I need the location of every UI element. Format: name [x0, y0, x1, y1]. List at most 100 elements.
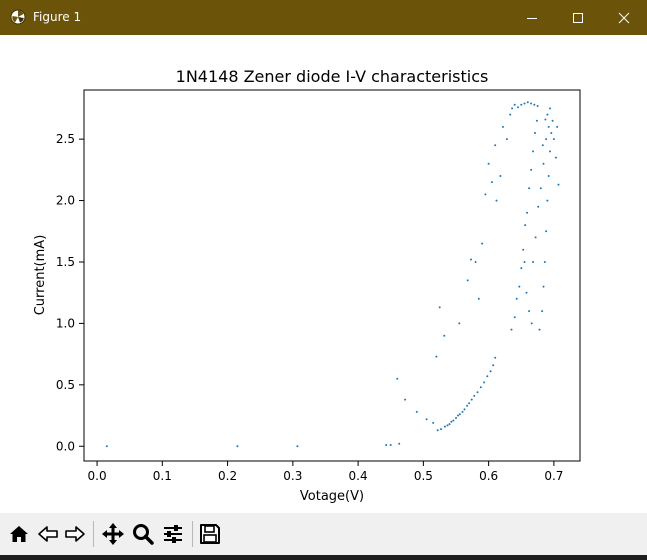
data-point	[547, 125, 550, 128]
data-point	[549, 150, 551, 153]
data-point	[520, 267, 523, 270]
y-tick-label: 1.5	[56, 255, 75, 269]
configure-subplots-button[interactable]	[161, 522, 185, 546]
data-point	[530, 168, 533, 171]
close-icon	[618, 12, 630, 23]
matplotlib-logo-icon	[10, 9, 26, 25]
data-point	[457, 414, 459, 417]
figure-canvas[interactable]: 1N4148 Zener diode I-V characteristics 0…	[4, 35, 643, 513]
data-point	[473, 394, 476, 397]
data-point	[448, 423, 451, 426]
pan-button[interactable]	[101, 522, 125, 546]
y-tick-label: 1.0	[56, 316, 75, 330]
data-point	[545, 138, 548, 141]
maximize-button[interactable]	[555, 0, 601, 35]
data-point	[487, 162, 490, 165]
data-point	[517, 106, 519, 109]
background-editor-strip	[0, 555, 647, 560]
data-point	[518, 285, 521, 288]
axes-frame	[83, 89, 581, 462]
navigation-toolbar	[0, 513, 647, 555]
x-tick-label: 0.5	[414, 469, 433, 483]
data-point	[542, 162, 545, 165]
data-point	[510, 328, 513, 331]
data-point	[534, 132, 536, 134]
back-arrow-icon	[38, 526, 58, 542]
data-point	[296, 445, 299, 448]
data-point	[550, 132, 553, 134]
data-point	[440, 428, 442, 431]
data-point	[532, 150, 534, 153]
x-tick-label: 0.4	[349, 469, 368, 483]
data-point	[513, 103, 516, 106]
data-point	[499, 175, 502, 177]
data-point	[470, 258, 472, 261]
data-point	[404, 398, 407, 401]
data-point	[463, 408, 466, 411]
data-point	[435, 355, 438, 358]
data-point	[538, 328, 541, 331]
forward-button[interactable]	[63, 522, 87, 546]
data-point	[398, 442, 401, 445]
data-point	[446, 424, 449, 427]
maximize-icon	[573, 12, 583, 23]
data-point	[544, 118, 547, 121]
data-point	[458, 413, 461, 416]
x-tick-label: 0.3	[283, 469, 302, 483]
configure-subplots-icon	[164, 525, 182, 543]
minimize-button[interactable]	[509, 0, 555, 35]
data-point	[492, 364, 495, 367]
data-point	[495, 199, 498, 202]
data-point	[505, 138, 508, 141]
data-point	[513, 316, 516, 319]
back-button[interactable]	[36, 522, 60, 546]
data-point	[537, 205, 540, 208]
close-button[interactable]	[601, 0, 647, 35]
data-point	[489, 370, 492, 373]
data-point	[526, 211, 529, 214]
save-icon	[200, 524, 220, 544]
data-point	[541, 310, 544, 313]
data-point	[461, 410, 464, 413]
data-point	[509, 113, 512, 116]
x-tick-label: 0.1	[153, 469, 172, 483]
home-button[interactable]	[7, 522, 31, 546]
data-point	[524, 224, 527, 227]
data-point	[539, 187, 542, 190]
data-point	[396, 377, 399, 380]
data-point	[549, 107, 551, 110]
x-tick-label: 0.2	[218, 469, 237, 483]
data-point	[389, 444, 392, 446]
y-tick-label: 0.5	[56, 378, 75, 392]
zoom-icon	[133, 524, 154, 545]
window-title: Figure 1	[33, 10, 82, 24]
forward-arrow-icon	[65, 526, 85, 542]
data-point	[522, 248, 525, 251]
scatter-points	[105, 101, 560, 448]
data-point	[466, 404, 469, 407]
data-point	[515, 297, 518, 300]
data-point	[455, 417, 457, 419]
toolbar-separator	[93, 521, 94, 547]
data-point	[541, 144, 544, 147]
data-point	[466, 279, 469, 282]
minimize-icon	[527, 17, 537, 19]
save-button[interactable]	[198, 522, 222, 546]
data-point	[523, 261, 526, 263]
chart-title: 1N4148 Zener diode I-V characteristics	[176, 67, 489, 86]
toolbar-separator	[192, 521, 193, 547]
zoom-button[interactable]	[131, 522, 155, 546]
data-point	[534, 236, 537, 239]
y-tick-label: 2.0	[56, 194, 75, 208]
x-axis-ticks: 0.0 0.1 0.2 0.3 0.4 0.5 0.6 0.7	[88, 461, 563, 483]
title-bar[interactable]: Figure 1	[0, 0, 647, 35]
data-point	[546, 199, 549, 202]
data-point	[474, 261, 477, 263]
y-axis-ticks: 0.0 0.5 1.0 1.5 2.0 2.5	[56, 132, 84, 453]
data-point	[525, 291, 528, 294]
data-point	[458, 322, 461, 325]
data-point	[528, 310, 531, 313]
data-point	[535, 119, 538, 122]
data-point	[545, 230, 548, 233]
